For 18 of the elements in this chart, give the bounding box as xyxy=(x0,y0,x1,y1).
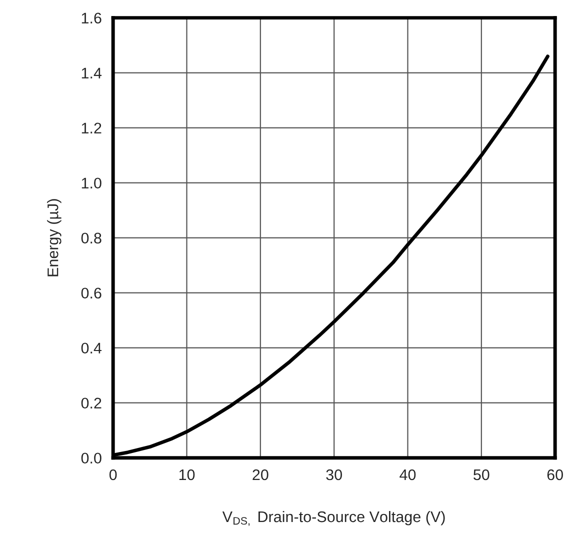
y-tick-label: 0.8 xyxy=(81,232,102,244)
y-tick-label: 1.6 xyxy=(82,12,102,24)
x-tick-label: 60 xyxy=(547,469,563,480)
y-axis-title: Energy (µJ) xyxy=(47,199,62,276)
x-tick-label: 20 xyxy=(252,469,268,480)
x-tick-label: 40 xyxy=(400,469,416,480)
x-tick-label: 30 xyxy=(326,469,342,480)
y-tick-label: 0.6 xyxy=(81,288,102,299)
x-axis-title: V$_{DS,}$ Drain-to-Source Voltage (V) xyxy=(222,510,445,526)
x-tick-label: 50 xyxy=(474,469,490,480)
y-tick-label: 1.0 xyxy=(82,178,102,189)
y-tick-label: 1.2 xyxy=(82,122,102,134)
y-tick-label: 1.4 xyxy=(82,68,102,78)
x-tick-label: 0 xyxy=(109,469,117,480)
y-tick-label: 0.4 xyxy=(81,342,102,354)
y-tick-label: 0.2 xyxy=(81,398,102,409)
y-tick-label: 0.0 xyxy=(81,452,102,464)
x-tick-label: 10 xyxy=(179,469,195,480)
